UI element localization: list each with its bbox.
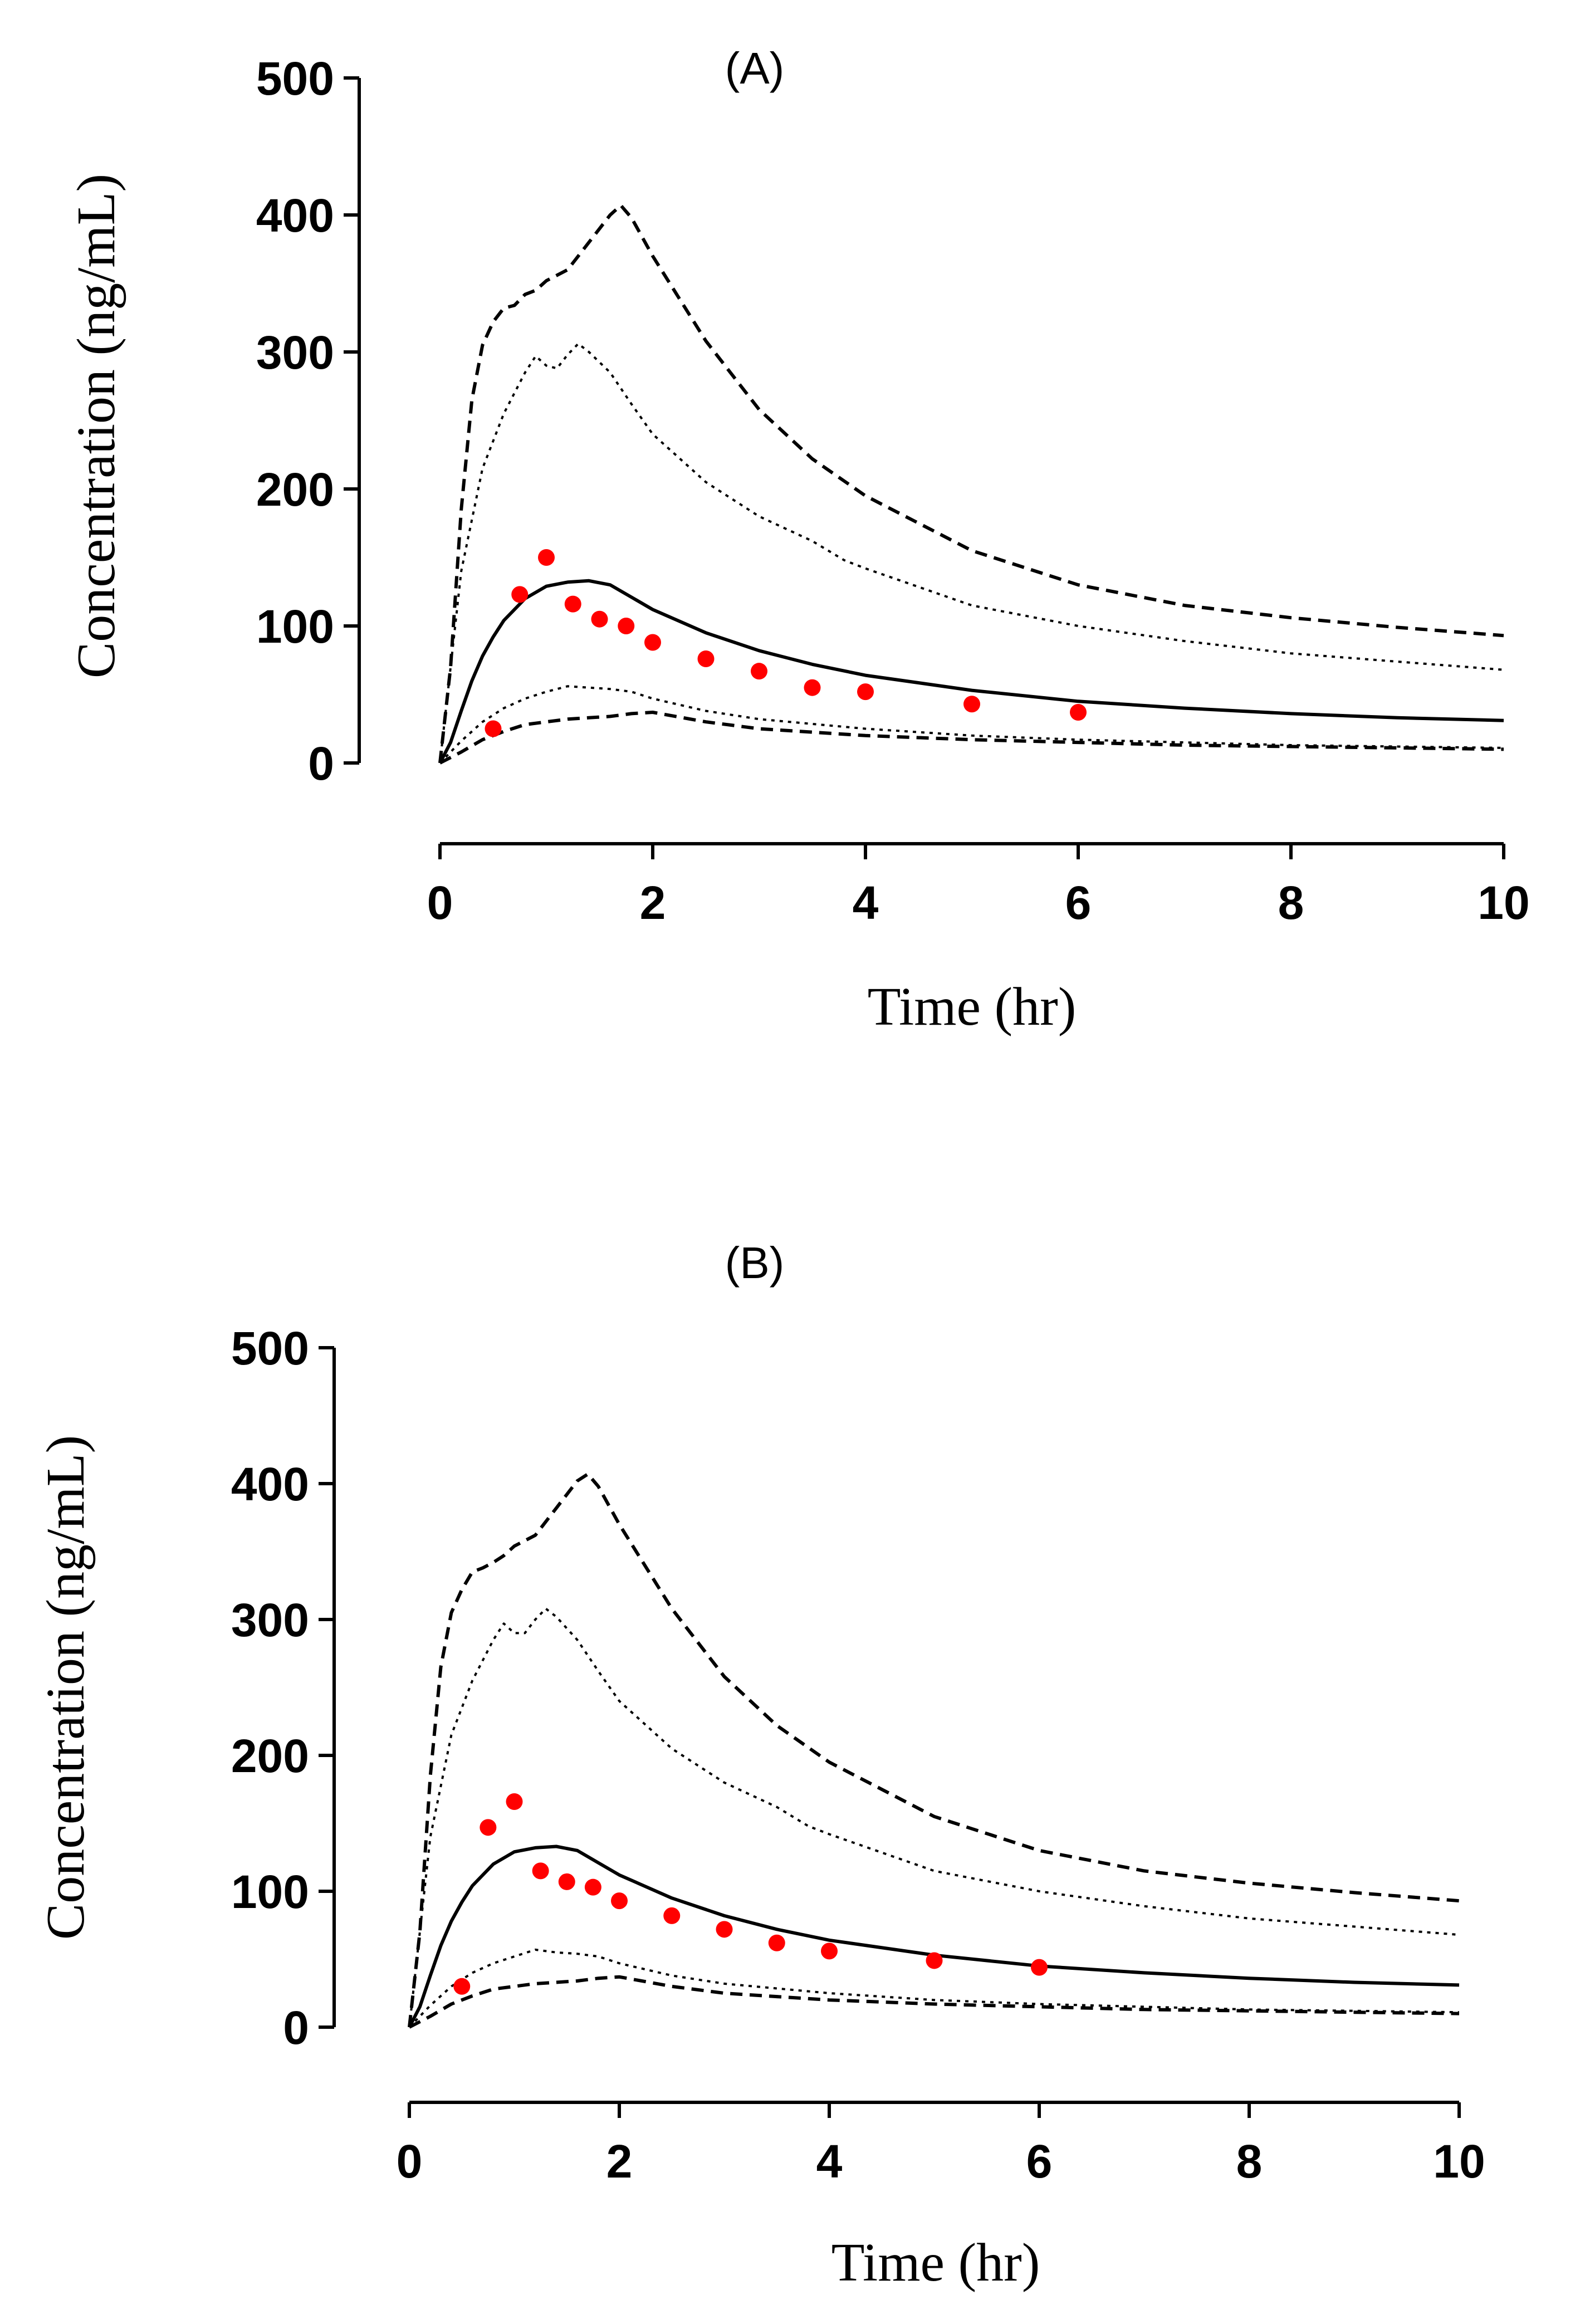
panel-a-ylabel: Concentration (ng/mL) [66, 174, 126, 678]
panel-a-series-dotted-3 [439, 685, 1504, 764]
panel-a-observed-point [485, 720, 502, 737]
panel-b-xtick-label: 2 [606, 2135, 633, 2188]
panel-b-observed-point [611, 1892, 628, 1910]
panel-b-observed-point [532, 1862, 549, 1880]
panel-a-ytick-label: 300 [256, 326, 334, 379]
panel-b-observed-point [821, 1943, 838, 1960]
panel-b-series-dotted-1 [408, 1607, 1460, 2028]
panel-a-series-dashed-0 [438, 203, 1504, 764]
panel-a-xtick-label: 10 [1478, 877, 1529, 929]
panel-a-observed-point [591, 610, 608, 628]
panel-a-series-solid-2 [438, 579, 1504, 764]
panel-b-title: (B) [725, 1238, 785, 1288]
panel-b-series-dashed-4 [408, 1975, 1460, 2029]
panel-a-ytick-label: 0 [308, 737, 334, 790]
panel-a-observed-point [538, 549, 555, 566]
panel-b-series-solid-2 [408, 1844, 1460, 2028]
panel-a: (A) Concentration (ng/mL) Time (hr) 0100… [66, 43, 1530, 1037]
panel-b-ytick-label: 400 [231, 1458, 309, 1510]
panel-b-observed-point [584, 1878, 601, 1896]
panel-b-observed-point [1031, 1959, 1048, 1976]
panel-b-ytick-label: 200 [231, 1730, 309, 1782]
panel-a-observed-point [644, 634, 661, 651]
panel-b-observed-point [663, 1907, 681, 1924]
panel-b-xtick-label: 6 [1026, 2135, 1053, 2188]
panel-b-observed-point [480, 1819, 497, 1836]
panel-a-observed-point [963, 696, 980, 713]
panel-a-observed-point [751, 663, 767, 680]
panel-a-xlabel: Time (hr) [868, 977, 1077, 1037]
panel-a-observed-point [1070, 703, 1087, 721]
panel-b-ytick-label: 0 [283, 2002, 309, 2054]
panel-b-ylabel: Concentration (ng/mL) [36, 1435, 96, 1940]
panel-b-observed-point [768, 1934, 785, 1951]
panel-b-observed-point [506, 1793, 523, 1810]
panel-a-ytick-label: 200 [256, 463, 334, 516]
panel-a-observed-point [697, 650, 715, 668]
panel-b-observed-point [558, 1873, 575, 1890]
panel-b-series-dotted-3 [408, 1948, 1460, 2028]
panel-a-ytick-label: 400 [256, 189, 334, 242]
panel-a-xtick-label: 8 [1278, 877, 1304, 929]
panel-b-series-dashed-0 [408, 1472, 1460, 2028]
panel-a-xtick-label: 2 [640, 877, 666, 929]
panel-b-xtick-label: 4 [816, 2135, 843, 2188]
panel-a-ytick-label: 100 [256, 600, 334, 653]
panel-b-xlabel: Time (hr) [831, 2233, 1040, 2293]
panel-a-title: (A) [725, 43, 785, 93]
panel-b-xtick-label: 0 [397, 2135, 423, 2188]
panel-b-observed-point [926, 1952, 943, 1969]
panel-b-ytick-label: 100 [231, 1866, 309, 1918]
panel-b: (B) Concentration (ng/mL) Time (hr) 0100… [36, 1238, 1485, 2293]
panel-a-xtick-label: 6 [1065, 877, 1092, 929]
panel-b-xtick-label: 10 [1433, 2135, 1485, 2188]
panel-a-series-dotted-1 [439, 343, 1504, 764]
panel-a-ytick-label: 500 [256, 52, 334, 105]
panel-b-ytick-label: 300 [231, 1594, 309, 1646]
panel-b-observed-point [453, 1978, 471, 1995]
panel-b-xtick-label: 8 [1236, 2135, 1263, 2188]
panel-b-ytick-label: 500 [231, 1322, 309, 1374]
panel-a-observed-point [857, 683, 874, 701]
panel-a-xtick-label: 4 [853, 877, 879, 929]
panel-b-observed-point [716, 1921, 733, 1938]
panel-a-observed-point [804, 679, 821, 696]
panel-a-observed-point [564, 595, 581, 613]
panel-a-xtick-label: 0 [427, 877, 453, 929]
panel-a-observed-point [618, 618, 635, 634]
panel-a-observed-point [511, 586, 529, 603]
